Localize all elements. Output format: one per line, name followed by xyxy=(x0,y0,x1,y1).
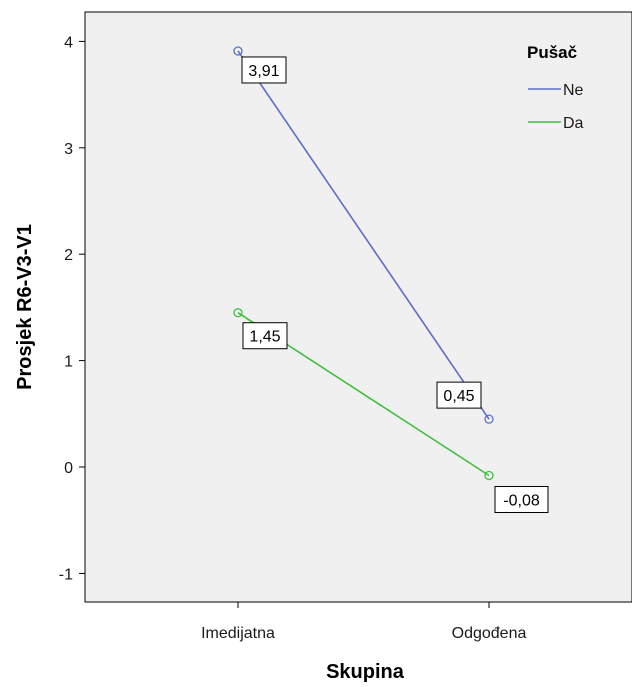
legend-label-ne: Ne xyxy=(563,82,584,99)
data-label-box xyxy=(241,56,287,84)
data-label-box xyxy=(242,322,288,350)
data-label-box xyxy=(436,381,482,409)
data-label-box xyxy=(494,486,549,514)
legend: Pušač Ne Da xyxy=(527,43,584,132)
y-tick-label: 0 xyxy=(64,460,73,477)
series-line-ne xyxy=(237,50,490,420)
plot-area xyxy=(84,11,632,603)
x-tick-label: Imedijatna xyxy=(201,625,275,642)
data-label: -0,08 xyxy=(494,486,549,514)
y-tick-label: 4 xyxy=(64,34,73,51)
y-tick-label: 2 xyxy=(64,247,73,264)
y-axis-title: Prosjek R6-V3-V1 xyxy=(14,224,36,390)
x-tick-label: Odgođena xyxy=(452,625,527,642)
y-tick-label: -1 xyxy=(59,566,73,583)
data-point-ne xyxy=(484,414,494,424)
y-tick-label: 3 xyxy=(64,141,73,158)
y-axis: -1 0 1 2 3 4 xyxy=(59,34,85,583)
data-label: 1,45 xyxy=(242,322,288,350)
data-label: 3,91 xyxy=(241,56,287,84)
data-label-text: 1,45 xyxy=(249,329,280,346)
data-point-da xyxy=(233,308,243,318)
x-axis-title: Skupina xyxy=(326,661,405,683)
data-label-text: -0,08 xyxy=(503,493,540,510)
legend-title: Pušač xyxy=(527,43,577,62)
data-label-layer: 3,91 0,45 1,45 -0,08 xyxy=(241,56,549,514)
y-tick-label: 1 xyxy=(64,354,73,371)
data-label-text: 3,91 xyxy=(248,63,279,80)
data-point-da xyxy=(484,470,494,481)
data-point-ne xyxy=(233,46,243,56)
x-axis: Imedijatna Odgođena xyxy=(201,602,526,642)
legend-label-da: Da xyxy=(563,115,584,132)
data-label: 0,45 xyxy=(436,381,482,409)
data-label-text: 0,45 xyxy=(443,388,474,405)
